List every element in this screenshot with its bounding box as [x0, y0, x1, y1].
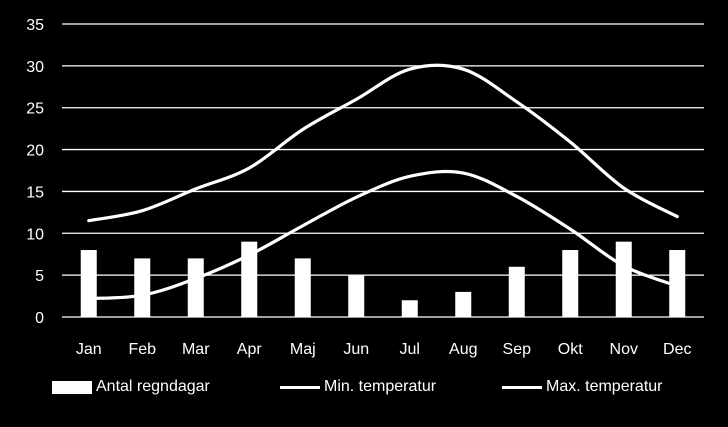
bar [187, 258, 204, 317]
bar [562, 250, 579, 317]
bar [401, 300, 418, 317]
y-tick-label: 0 [35, 310, 44, 327]
line-min-temperatur [87, 169, 679, 301]
x-tick-label: Jul [400, 341, 420, 358]
x-tick-label: Okt [558, 341, 583, 358]
x-tick-label: Feb [128, 341, 156, 358]
y-tick-label: 35 [26, 17, 44, 34]
y-tick-label: 10 [26, 226, 44, 243]
bar [508, 266, 525, 317]
legend-label: Max. temperatur [546, 378, 663, 395]
y-tick-label: 30 [26, 59, 44, 76]
bar [294, 258, 311, 317]
y-tick-label: 25 [26, 101, 44, 118]
bar [348, 275, 365, 317]
bar [615, 241, 632, 317]
gridlines [62, 23, 704, 318]
bar [80, 250, 97, 317]
x-tick-label: Aug [449, 341, 477, 358]
legend-label: Min. temperatur [324, 378, 437, 395]
x-tick-label: Jan [76, 341, 102, 358]
y-tick-label: 5 [35, 268, 44, 285]
legend-swatch-line [502, 385, 542, 389]
x-tick-label: Dec [663, 341, 691, 358]
x-axis-ticks: Jan Feb Mar Apr Maj Jun Jul Aug Sep Okt Nov Dec [76, 341, 692, 358]
y-tick-label: 20 [26, 143, 44, 160]
line-max-temperatur [87, 63, 679, 223]
x-tick-label: Jun [343, 341, 369, 358]
x-tick-label: Apr [237, 341, 263, 358]
legend-item-regndagar: Antal regndagar [52, 372, 210, 402]
y-tick-label: 15 [26, 184, 44, 201]
line-series-group [87, 63, 679, 301]
legend-swatch-line [280, 385, 320, 389]
legend: Antal regndagar Min. temperatur Max. tem… [0, 372, 728, 402]
x-tick-label: Sep [503, 341, 532, 358]
legend-item-max-temp: Max. temperatur [502, 372, 662, 402]
bar [669, 250, 686, 317]
x-tick-label: Maj [290, 341, 316, 358]
x-tick-label: Mar [182, 341, 210, 358]
x-tick-label: Nov [610, 341, 638, 358]
bar [241, 241, 258, 317]
legend-swatch-bar [52, 380, 92, 394]
legend-label: Antal regndagar [96, 378, 210, 395]
y-axis-ticks: 0 5 10 15 20 25 30 35 [26, 17, 44, 327]
bar [134, 258, 151, 317]
legend-item-min-temp: Min. temperatur [280, 372, 436, 402]
bar [455, 291, 472, 317]
bar-series-antal-regndagar [80, 241, 686, 317]
